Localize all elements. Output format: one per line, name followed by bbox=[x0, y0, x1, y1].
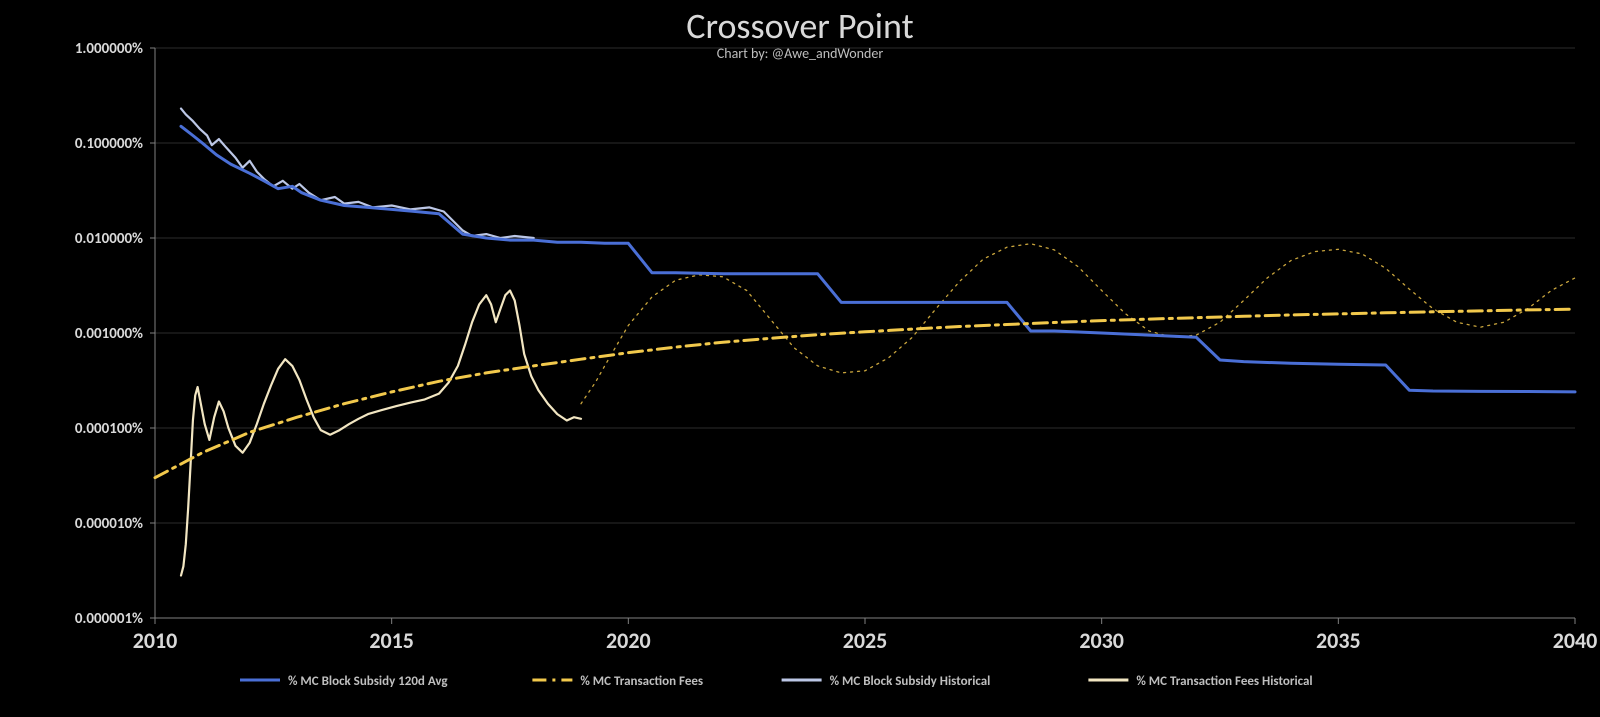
svg-text:2015: 2015 bbox=[369, 627, 414, 654]
svg-text:0.000010%: 0.000010% bbox=[75, 515, 143, 533]
legend-s3: % MC Block Subsidy Historical bbox=[830, 674, 991, 689]
svg-text:2020: 2020 bbox=[606, 627, 651, 654]
svg-text:1.000000%: 1.000000% bbox=[75, 40, 143, 58]
legend-s2: % MC Transaction Fees bbox=[580, 674, 703, 689]
legend-s4: % MC Transaction Fees Historical bbox=[1136, 674, 1312, 689]
svg-text:2010: 2010 bbox=[133, 627, 178, 654]
svg-text:2025: 2025 bbox=[843, 627, 888, 654]
svg-text:0.100000%: 0.100000% bbox=[75, 135, 143, 153]
crossover-chart: 0.000001% 0.000010% 0.000100% 0.001000% 0.01… bbox=[0, 0, 1600, 717]
chart-subtitle: Chart by: @Awe_andWonder bbox=[717, 45, 884, 62]
legend-s1: % MC Block Subsidy 120d Avg bbox=[288, 674, 448, 689]
chart-title: Crossover Point bbox=[686, 4, 913, 48]
svg-text:2030: 2030 bbox=[1079, 627, 1124, 654]
svg-text:0.000100%: 0.000100% bbox=[75, 420, 143, 438]
svg-text:2035: 2035 bbox=[1316, 627, 1361, 654]
svg-text:0.001000%: 0.001000% bbox=[75, 325, 143, 343]
svg-text:2040: 2040 bbox=[1553, 627, 1598, 654]
svg-text:0.010000%: 0.010000% bbox=[75, 230, 143, 248]
svg-text:0.000001%: 0.000001% bbox=[75, 610, 143, 628]
